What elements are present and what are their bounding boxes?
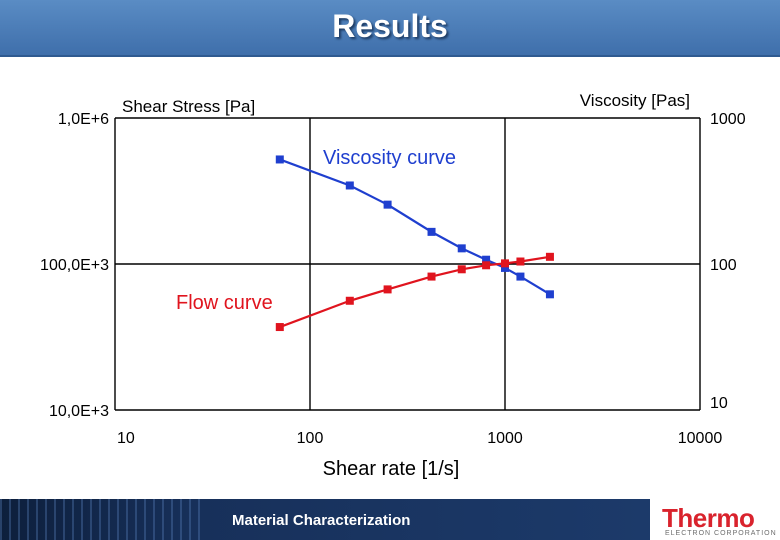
y-left-tick-label-0: 10,0E+3 [49, 403, 109, 420]
series-0-point-2 [383, 200, 392, 209]
x-tick-label-3: 10000 [678, 430, 723, 447]
series-1-point-4 [457, 265, 466, 274]
y-left-tick-label-2: 1,0E+6 [58, 111, 109, 128]
series-1-point-8 [545, 252, 554, 261]
series-1-point-2 [383, 285, 392, 294]
series-1-point-6 [501, 259, 509, 268]
series-0-point-1 [345, 181, 354, 190]
series-1-point-3 [427, 272, 436, 281]
series-1-point-7 [516, 257, 525, 266]
chart-series [275, 155, 554, 332]
chart-ticks: 10 100 1000 10000 10,0E+3 100,0E+3 1,0E+6 10 100… [40, 111, 746, 447]
y-right-tick-label-2: 1000 [710, 111, 746, 128]
x-axis-label: Shear rate [1/s] [323, 458, 460, 480]
series-0-point-3 [427, 227, 436, 236]
series-line-1 [279, 255, 551, 329]
series-1-point-1 [345, 296, 354, 305]
page-title: Results [332, 8, 448, 44]
series-0-point-0 [275, 155, 284, 164]
x-tick-label-2: 1000 [487, 430, 523, 447]
viscosity-curve-label: Viscosity curve [323, 147, 456, 169]
x-tick-label-0: 10 [117, 430, 135, 447]
y-right-axis-label: Viscosity [Pas] [580, 91, 690, 110]
thermo-logo-subtitle: ELECTRON CORPORATION [665, 530, 777, 537]
y-right-tick-label-0: 10 [710, 395, 728, 412]
footer-bar: Material Characterization Thermo ELECTRO… [0, 499, 780, 540]
chart: 10 100 1000 10000 10,0E+3 100,0E+3 1,0E+6 10 100… [40, 91, 746, 480]
series-0-point-7 [516, 272, 525, 281]
series-0-point-5 [482, 255, 491, 264]
series-0-point-4 [457, 244, 466, 253]
series-1-point-0 [275, 323, 284, 332]
series-0 [275, 155, 554, 299]
header-bar: Results [0, 0, 780, 57]
series-1 [275, 252, 554, 332]
thermo-logo: Thermo [662, 503, 755, 533]
series-1-point-5 [482, 261, 491, 270]
y-left-axis-label: Shear Stress [Pa] [122, 97, 255, 116]
flow-curve-label: Flow curve [176, 292, 273, 314]
chart-grid [114, 117, 701, 411]
y-left-tick-label-1: 100,0E+3 [40, 257, 109, 274]
footer-band: Material Characterization [0, 499, 650, 540]
series-line-0 [279, 158, 551, 296]
y-right-tick-label-1: 100 [710, 257, 737, 274]
series-0-point-6 [501, 263, 509, 272]
footer-stripes [0, 499, 200, 540]
series-0-point-8 [545, 290, 554, 299]
x-tick-label-1: 100 [297, 430, 324, 447]
footer-text: Material Characterization [232, 512, 411, 529]
